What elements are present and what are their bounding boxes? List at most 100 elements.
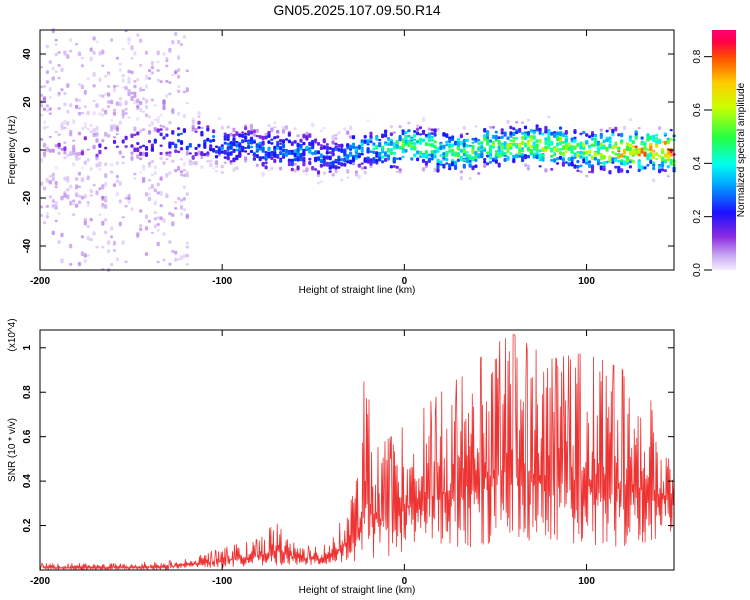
heatmap-cell	[593, 137, 597, 143]
heatmap-cell	[51, 173, 55, 176]
heatmap-cell	[334, 165, 338, 170]
heatmap-cell	[156, 60, 160, 64]
heatmap-cell	[535, 147, 539, 152]
heatmap-cell	[121, 216, 125, 219]
heatmap-cell	[98, 168, 102, 171]
heatmap-cell	[101, 64, 105, 67]
heatmap-cell	[386, 147, 391, 151]
heatmap-cell	[144, 84, 149, 89]
heatmap-cell	[523, 142, 528, 148]
heatmap-cell	[392, 131, 396, 134]
y-tick-label: 1	[22, 345, 33, 351]
heatmap-cell	[346, 160, 350, 164]
heatmap-cell	[605, 129, 609, 133]
heatmap-cell	[112, 85, 117, 88]
heatmap-cell	[124, 205, 128, 208]
heatmap-cell	[497, 154, 501, 159]
heatmap-cell	[576, 160, 580, 164]
heatmap-cell	[488, 155, 493, 160]
heatmap-cell	[182, 168, 186, 172]
heatmap-cell	[299, 154, 303, 158]
heatmap-cell	[486, 162, 490, 166]
heatmap-cell	[147, 124, 152, 127]
heatmap-cell	[588, 135, 592, 139]
heatmap-cell	[550, 131, 554, 136]
y-tick-label: 20	[22, 96, 33, 108]
heatmap-cell	[179, 147, 184, 151]
heatmap-cell	[532, 145, 536, 149]
heatmap-cell	[506, 145, 510, 149]
heatmap-cell	[354, 173, 358, 177]
heatmap-cell	[488, 139, 493, 143]
heatmap-cell	[101, 220, 105, 226]
heatmap-cell	[494, 134, 498, 140]
heatmap-cell	[579, 141, 583, 146]
heatmap-cell	[142, 89, 146, 92]
heatmap-cell	[267, 133, 271, 138]
heatmap-cell	[497, 136, 501, 140]
heatmap-cell	[658, 165, 662, 170]
heatmap-cell	[538, 127, 542, 132]
heatmap-cell	[486, 151, 490, 155]
heatmap-cell	[150, 65, 154, 70]
heatmap-cell	[174, 201, 178, 204]
heatmap-cell	[465, 153, 469, 158]
heatmap-cell	[89, 56, 93, 62]
heatmap-cell	[165, 151, 169, 155]
heatmap-cell	[51, 66, 55, 71]
heatmap-cell	[229, 151, 233, 156]
heatmap-cell	[244, 147, 248, 149]
heatmap-cell	[130, 151, 134, 155]
heatmap-cell	[124, 112, 128, 115]
heatmap-cell	[483, 134, 487, 137]
heatmap-cell	[322, 156, 326, 161]
heatmap-cell	[590, 133, 595, 137]
heatmap-cell	[77, 185, 82, 188]
heatmap-cell	[270, 138, 274, 141]
heatmap-cell	[206, 153, 210, 158]
heatmap-cell	[445, 133, 449, 138]
heatmap-cell	[663, 169, 667, 173]
heatmap-cell	[582, 151, 586, 156]
heatmap-cell	[101, 184, 105, 190]
heatmap-cell	[156, 50, 160, 56]
heatmap-cell	[340, 143, 344, 148]
heatmap-cell	[80, 195, 84, 200]
heatmap-cell	[558, 139, 563, 143]
heatmap-cell	[226, 142, 230, 146]
heatmap-cell	[494, 159, 498, 164]
heatmap-cell	[302, 156, 306, 161]
heatmap-cell	[162, 258, 166, 262]
heatmap-cell	[252, 133, 256, 137]
heatmap-cell	[646, 156, 650, 161]
heatmap-cell	[593, 134, 597, 138]
heatmap-cell	[185, 254, 189, 258]
heatmap-cell	[147, 115, 152, 119]
heatmap-cell	[547, 129, 551, 132]
heatmap-cell	[127, 76, 131, 82]
heatmap-cell	[529, 137, 533, 142]
heatmap-cell	[418, 155, 423, 158]
heatmap-cell	[130, 57, 134, 60]
heatmap-cell	[389, 141, 393, 146]
heatmap-cell	[72, 203, 76, 206]
heatmap-cell	[127, 199, 131, 204]
heatmap-cell	[401, 143, 405, 148]
heatmap-cell	[570, 146, 574, 151]
heatmap-cell	[497, 145, 501, 150]
heatmap-cell	[340, 158, 344, 162]
heatmap-cell	[395, 165, 399, 169]
heatmap-cell	[226, 146, 230, 151]
heatmap-cell	[136, 33, 140, 37]
heatmap-cell	[407, 129, 411, 133]
heatmap-cell	[328, 167, 332, 170]
heatmap-cell	[179, 198, 184, 202]
heatmap-cell	[354, 170, 358, 175]
spectrogram-heatmap	[40, 28, 676, 272]
heatmap-cell	[156, 128, 160, 133]
heatmap-cell	[500, 153, 504, 157]
heatmap-cell	[133, 91, 137, 95]
heatmap-cell	[51, 204, 55, 207]
heatmap-cell	[553, 147, 557, 153]
heatmap-cell	[66, 194, 70, 199]
